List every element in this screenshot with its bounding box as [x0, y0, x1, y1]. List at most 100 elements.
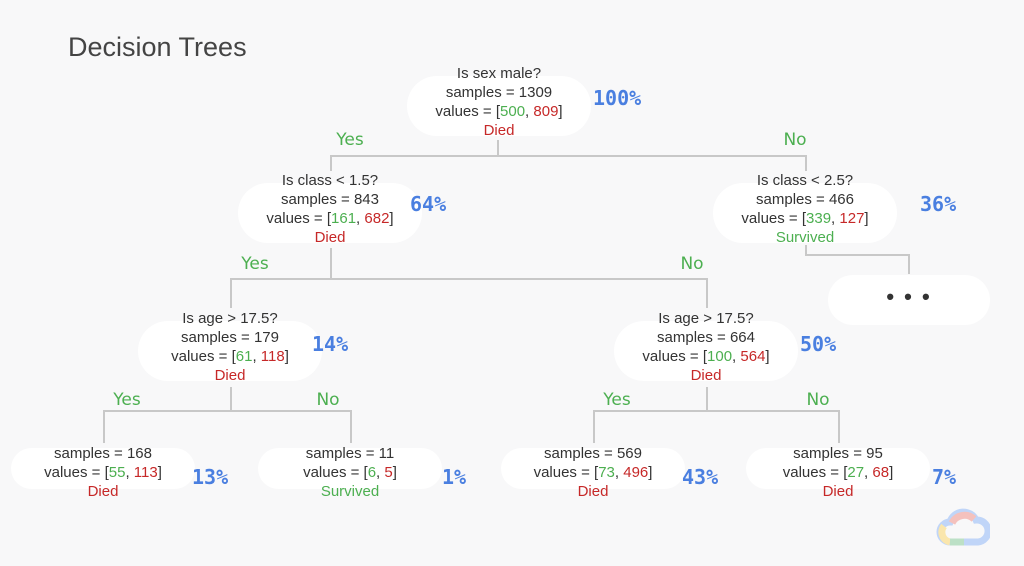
node-bubble	[746, 448, 930, 489]
tree-node-root: Is sex male? samples = 1309 values = [500,…	[435, 64, 562, 140]
node-values: values = [55, 113]	[44, 464, 162, 481]
node-class: Died	[214, 367, 246, 384]
connector-line	[908, 254, 910, 274]
connector-line	[330, 155, 807, 157]
survived-count: 6	[367, 464, 377, 481]
connector-line	[805, 155, 807, 171]
node-values: values = [6, 5]	[303, 464, 397, 481]
node-bubble	[713, 183, 897, 243]
connector-line	[103, 410, 352, 412]
node-class: Died	[314, 229, 346, 246]
died-count: 127	[839, 210, 865, 227]
branch-label-yes: Yes	[603, 390, 631, 410]
survived-count: 100	[707, 348, 733, 365]
branch-label-yes: Yes	[336, 130, 364, 150]
node-question: Is class < 2.5?	[756, 172, 854, 189]
node-class: Died	[690, 367, 722, 384]
tree-node-leaf3: samples = 569 values = [73, 496] Died	[534, 444, 653, 501]
node-samples: samples = 95	[793, 445, 883, 462]
connector-line	[103, 410, 105, 443]
node-question: Is age > 17.5?	[658, 310, 754, 327]
node-bubble	[238, 183, 422, 243]
node-percentage: 7%	[932, 465, 957, 489]
connector-line	[593, 410, 840, 412]
tree-node-r1: Is class < 2.5? samples = 466 values = [33…	[741, 171, 868, 247]
node-values: values = [61, 118]	[171, 348, 289, 365]
node-percentage: 14%	[312, 332, 349, 356]
survived-count: 61	[235, 348, 253, 365]
tree-node-leaf2: samples = 11 values = [6, 5] Survived	[303, 444, 397, 501]
node-bubble	[407, 76, 591, 136]
survived-count: 339	[806, 210, 832, 227]
connector-line	[593, 410, 595, 443]
node-bubble	[258, 448, 442, 489]
node-class: Died	[483, 122, 515, 139]
node-bubble	[11, 448, 195, 489]
died-count: 564	[740, 348, 766, 365]
survived-count: 27	[847, 464, 865, 481]
connector-line	[706, 278, 708, 308]
connector-line	[838, 410, 840, 443]
branch-label-no: No	[316, 390, 340, 410]
tree-node-leaf1: samples = 168 values = [55, 113] Died	[44, 444, 162, 501]
node-percentage: 36%	[920, 192, 957, 216]
branch-label-yes: Yes	[113, 390, 141, 410]
node-question: Is age > 17.5?	[182, 310, 278, 327]
node-samples: samples = 664	[657, 329, 755, 346]
tree-node-lr: Is age > 17.5? samples = 664 values = [100…	[642, 309, 769, 385]
connector-line	[497, 140, 499, 156]
node-bubble	[501, 448, 685, 489]
node-class: Died	[577, 483, 609, 500]
connector-line	[350, 410, 352, 443]
connector-line	[330, 155, 332, 171]
connector-line	[230, 387, 232, 410]
died-count: 118	[260, 348, 285, 365]
died-count: 5	[384, 464, 393, 481]
node-values: values = [73, 496]	[533, 464, 653, 481]
node-percentage: 43%	[682, 465, 719, 489]
died-count: 496	[623, 464, 649, 481]
connector-line	[805, 245, 807, 255]
branch-label-yes: Yes	[241, 254, 269, 274]
died-count: 809	[533, 103, 559, 120]
survived-count: 161	[331, 210, 357, 227]
node-samples: samples = 1309	[445, 84, 553, 101]
node-percentage: 13%	[192, 465, 229, 489]
node-question: Is sex male?	[456, 65, 542, 82]
died-count: 68	[872, 464, 890, 481]
node-percentage: 100%	[593, 86, 642, 110]
node-values: values = [100, 564]	[642, 348, 770, 365]
google-cloud-logo-icon	[936, 506, 992, 553]
node-class: Survived	[775, 229, 835, 246]
node-samples: samples = 168	[54, 445, 152, 462]
connector-line	[230, 278, 232, 308]
node-class: Died	[87, 483, 119, 500]
connector-line	[230, 278, 708, 280]
node-bubble	[138, 321, 322, 381]
survived-count: 73	[598, 464, 615, 481]
node-question: Is class < 1.5?	[281, 172, 379, 189]
node-values: values = [339, 127]	[741, 210, 869, 227]
node-values: values = [161, 682]	[266, 210, 394, 227]
branch-label-no: No	[783, 130, 807, 150]
node-samples: samples = 569	[544, 445, 642, 462]
node-class: Died	[822, 483, 854, 500]
more-subtree-node: • • •	[828, 275, 990, 325]
branch-label-no: No	[806, 390, 830, 410]
node-bubble	[614, 321, 798, 381]
slide-title: Decision Trees	[68, 32, 247, 62]
connector-line	[805, 254, 910, 256]
tree-node-l1: Is class < 1.5? samples = 843 values = [16…	[266, 171, 393, 247]
connector-line	[330, 248, 332, 278]
survived-count: 500	[500, 103, 526, 120]
node-values: values = [500, 809]	[435, 103, 563, 120]
node-samples: samples = 179	[181, 329, 279, 346]
died-count: 113	[133, 464, 158, 481]
tree-node-ll: Is age > 17.5? samples = 179 values = [61,…	[171, 309, 289, 385]
node-samples: samples = 466	[756, 191, 854, 208]
node-percentage: 64%	[410, 192, 447, 216]
node-values: values = [27, 68]	[782, 464, 894, 481]
node-percentage: 50%	[800, 332, 837, 356]
survived-count: 55	[108, 464, 126, 481]
connector-line	[706, 387, 708, 410]
